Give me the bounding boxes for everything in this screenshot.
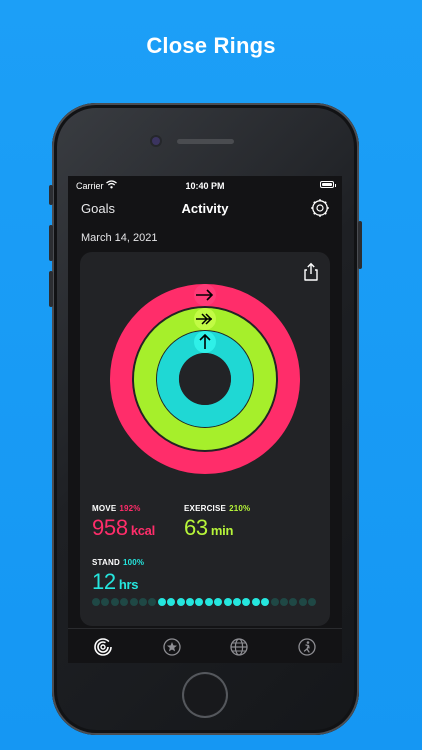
stand-value: 12 hrs [92,569,139,594]
front-camera [152,137,160,145]
activity-summary-card: MOVE 192% 958 kcal EXERCISE 210% 63 min STAN… [80,252,330,626]
stand-hour-dot [233,598,241,606]
stand-hour-dot [148,598,157,606]
stand-hours-chart [92,598,318,608]
stand-hour-dot [92,598,100,606]
running-figure-icon [298,638,316,656]
move-percent: 192% [119,504,141,513]
tab-bar [68,628,342,663]
stand-hour-dot [214,598,223,606]
stand-hour-dot [242,598,251,606]
status-bar: Carrier 10:40 PM [68,176,342,196]
carrier-label: Carrier [76,181,104,191]
stand-hour-dot [261,598,270,606]
move-ring [110,284,300,474]
exercise-value: 63 min [184,515,234,540]
stand-hour-dot [270,598,279,606]
exercise-percent: 210% [229,504,251,513]
star-badge-icon [163,638,181,656]
headline: Close Rings [146,33,276,58]
mute-switch [49,185,53,205]
exercise-unit: min [210,523,234,538]
stand-hour-dot [186,598,194,606]
move-value: 958 kcal [92,515,155,540]
exercise-ring [134,308,276,450]
stand-hour-dot [101,598,110,606]
page-title: Activity [181,201,229,216]
stand-hour-dot [129,598,138,606]
earpiece-speaker [177,139,234,144]
stand-hour-dot [298,598,307,606]
stand-hour-dot [223,598,232,606]
stand-ring [157,331,253,427]
globe-icon [230,638,248,656]
tab-activity[interactable] [93,637,113,657]
stand-hour-dot [139,598,147,606]
exercise-label: EXERCISE 210% [184,504,251,513]
activity-date: March 14, 2021 [81,232,158,244]
volume-down-button [49,271,53,307]
wifi-icon [106,180,117,191]
stand-hour-dot [308,598,317,606]
stand-hour-dot [204,598,213,606]
stand-hour-dot [251,598,260,606]
power-button [358,221,362,269]
stand-hour-dot [195,598,204,606]
status-time: 10:40 PM [185,181,225,191]
stand-hour-dot [167,598,176,606]
stand-unit: hrs [118,577,139,592]
tab-workouts[interactable] [297,637,317,657]
stand-hour-dot [157,598,166,606]
activity-rings-icon [94,638,112,656]
stand-hour-dot [176,598,185,606]
move-unit: kcal [130,523,155,538]
home-button[interactable] [182,672,228,718]
navigation-bar: Goals Activity [68,198,342,220]
stand-hour-dot [289,598,298,606]
phone-screen: Carrier 10:40 PM Goals Activity [68,176,342,663]
tab-awards[interactable] [162,637,182,657]
share-icon[interactable] [302,262,320,282]
goals-button[interactable]: Goals [81,201,115,216]
stand-hour-dot [120,598,129,606]
move-label: MOVE 192% [92,504,141,513]
activity-rings [110,284,300,474]
stand-hour-dot [110,598,119,606]
gear-icon[interactable] [310,198,330,218]
stand-hour-dot [280,598,288,606]
battery-icon [320,181,336,188]
tab-explore[interactable] [229,637,249,657]
volume-up-button [49,225,53,261]
stand-label: STAND 100% [92,558,145,567]
stand-percent: 100% [122,558,145,567]
